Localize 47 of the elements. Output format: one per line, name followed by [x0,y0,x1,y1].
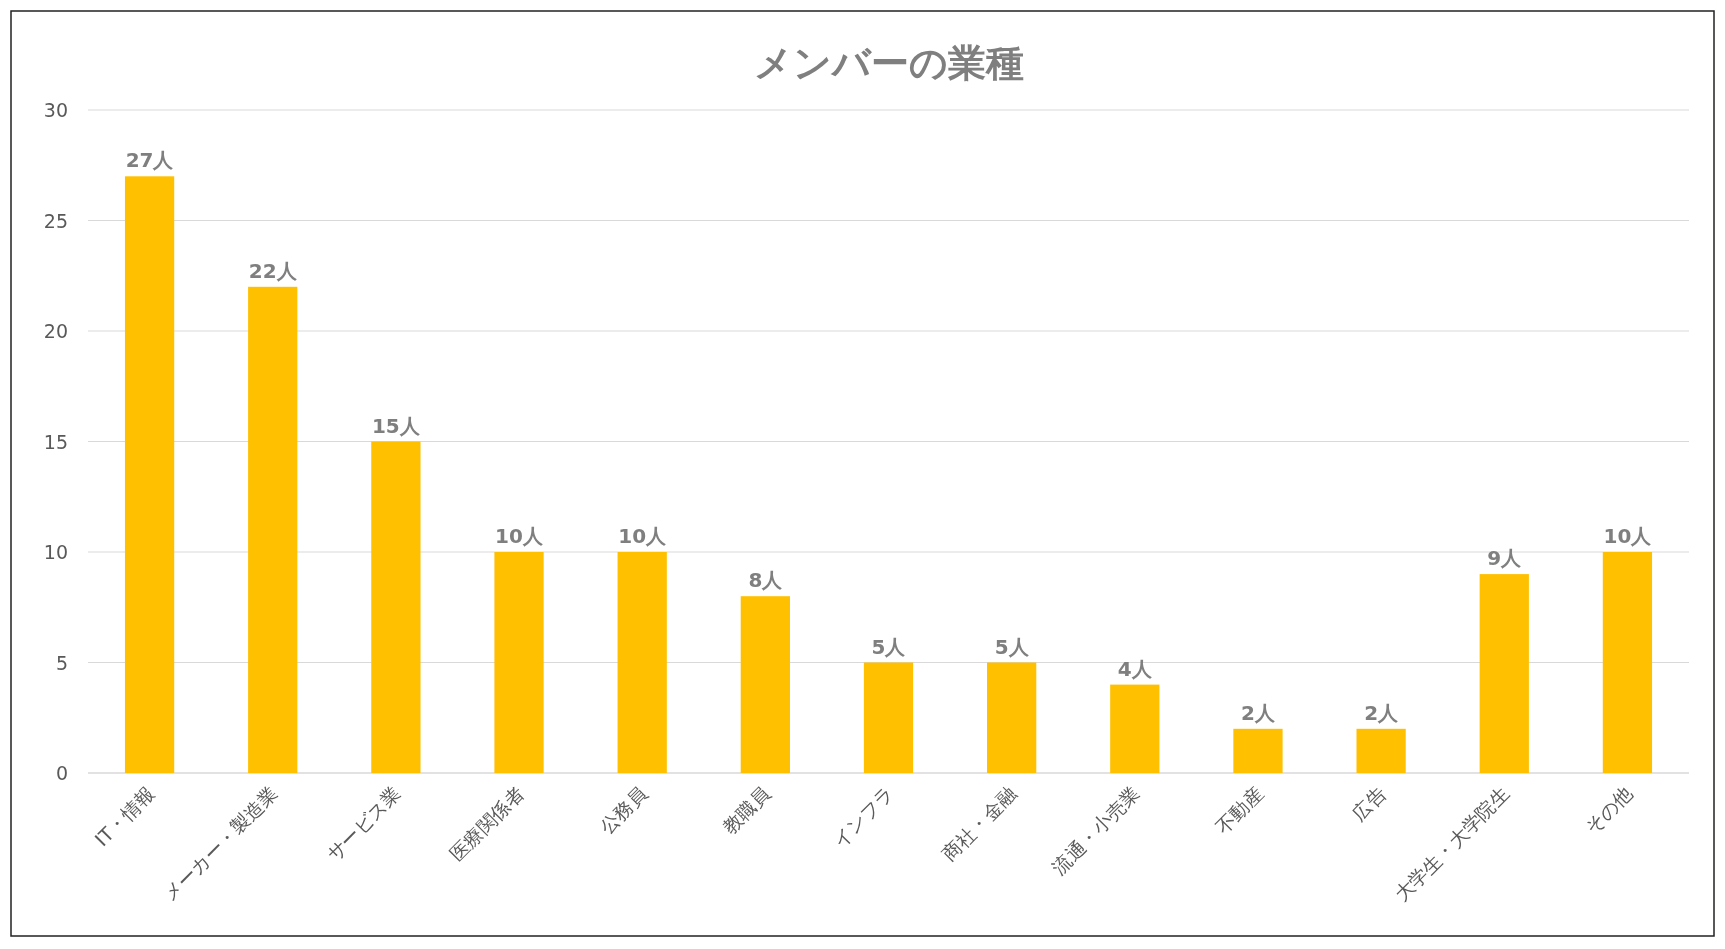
x-tick-label: 医療関係者 [445,782,528,865]
bar [863,662,914,773]
data-label: 5人 [871,634,907,659]
bar [1356,728,1406,773]
data-label: 4人 [1117,656,1153,681]
y-tick-label: 0 [55,762,68,784]
data-label: 10人 [495,524,544,548]
x-tick-label: サービス業 [321,782,405,865]
bar [617,552,667,773]
x-tick-label: インフラ [828,782,898,852]
data-label: 8人 [748,568,784,593]
data-label: 22人 [248,258,298,283]
y-tick-label: 15 [43,430,68,453]
y-tick-label: 10 [43,541,68,563]
chart-title: メンバーの業種 [753,41,1024,85]
x-tick-label: IT・情報 [90,782,159,851]
bar [248,286,298,773]
data-label: 9人 [1487,546,1523,571]
x-tick-label: 公務員 [595,782,652,839]
bar [987,662,1037,773]
data-label: 10人 [1603,524,1653,548]
y-tick-label: 5 [55,651,68,674]
bar [494,552,544,773]
bar [740,596,790,773]
x-tick-label: 教職員 [718,782,775,839]
data-label: 27人 [125,148,175,173]
x-tick-label: 大学生・大学院生 [1390,782,1514,906]
data-label: 15人 [371,413,421,438]
bar [1479,574,1529,773]
x-tick-label: 商社・金融 [937,782,1021,865]
x-tick-label: その他 [1580,782,1637,839]
bar [124,176,175,773]
x-tick-label: 不動産 [1210,782,1267,839]
data-label: 5人 [994,634,1030,659]
x-tick-label: 広告 [1347,782,1390,825]
bar [1110,684,1160,773]
data-label: 2人 [1364,700,1400,725]
x-tick-label: 流通・小売業 [1047,782,1144,879]
bar [1602,552,1653,773]
bar [371,441,421,773]
y-tick-label: 20 [43,320,68,342]
data-label: 10人 [618,524,668,548]
y-tick-label: 25 [43,209,68,232]
data-label: 2人 [1241,700,1276,725]
x-tick-label: メーカー・製造業 [158,782,282,906]
bar [1233,728,1283,773]
y-tick-label: 30 [43,99,68,121]
